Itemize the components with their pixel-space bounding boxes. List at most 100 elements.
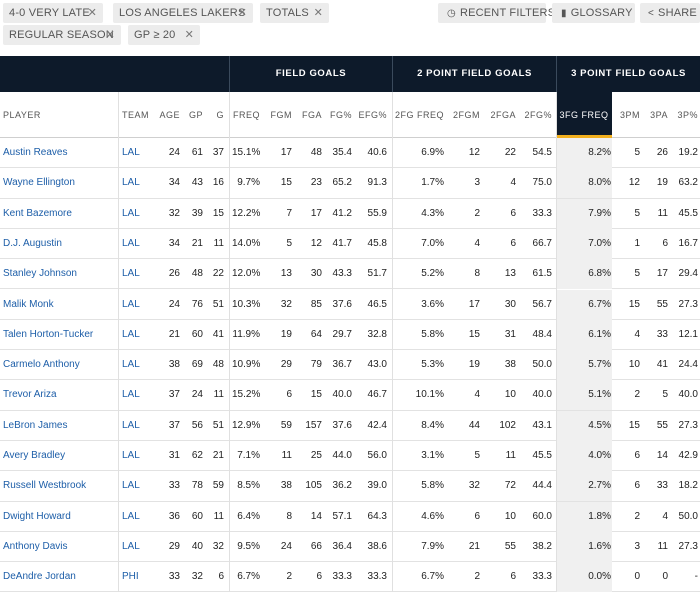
filter-chip[interactable]: 4-0 VERY LATE ✕ — [3, 3, 103, 23]
cell-3fg-freq: 4.0% — [588, 450, 611, 461]
table-row: Malik Monk LAL 24 76 51 10.3% 32 85 37.6 46.5 3.6%… — [0, 289, 700, 320]
cell-player[interactable]: DeAndre Jordan — [3, 571, 76, 583]
column-header-fgm[interactable]: FGM — [270, 110, 292, 120]
cell-2fgm: 5 — [474, 450, 480, 461]
cell-g: 15 — [212, 207, 224, 219]
cell-efg-pct: 33.3 — [367, 571, 387, 583]
cell-team[interactable]: LAL — [122, 419, 140, 431]
glossary-label: GLOSSARY — [570, 7, 633, 19]
cell-age: 37 — [168, 389, 180, 401]
cell-team[interactable]: LAL — [122, 450, 140, 461]
book-icon: ▮ — [561, 8, 567, 19]
cell-team[interactable]: LAL — [122, 207, 140, 219]
cell-player[interactable]: Talen Horton-Tucker — [3, 328, 94, 340]
cell-player[interactable]: Carmelo Anthony — [3, 359, 80, 371]
column-divider — [118, 92, 119, 592]
cell-team[interactable]: PHI — [122, 571, 139, 583]
recent-filters-button[interactable]: ◷ RECENT FILTERS — [438, 3, 555, 23]
cell-2fg-freq: 5.2% — [421, 268, 444, 280]
cell-player[interactable]: Stanley Johnson — [3, 268, 77, 280]
cell-3pm: 2 — [634, 389, 640, 401]
column-header-3pa[interactable]: 3PA — [650, 110, 668, 120]
column-header-fga[interactable]: FGA — [301, 110, 322, 120]
cell-3pa: 41 — [656, 359, 668, 371]
close-icon[interactable]: ✕ — [87, 7, 97, 19]
column-header-3fg-freq[interactable]: 3FG FREQ — [556, 92, 612, 138]
sorted-column-highlight — [556, 410, 612, 441]
cell-3fg-freq: 5.1% — [588, 389, 611, 401]
column-header-2fg-pct[interactable]: 2FG% — [524, 110, 552, 120]
cell-player[interactable]: D.J. Augustin — [3, 237, 62, 249]
cell-age: 32 — [168, 207, 180, 219]
column-header-2fg-freq[interactable]: 2FG FREQ — [394, 110, 444, 120]
column-header-3pm[interactable]: 3PM — [619, 110, 640, 120]
cell-freq: 12.2% — [232, 207, 261, 219]
cell-3p-pct: 19.2 — [678, 147, 698, 158]
column-header-2fgm[interactable]: 2FGM — [452, 110, 480, 120]
column-header-3p-pct[interactable]: 3P% — [677, 110, 698, 120]
cell-fg-pct: 41.2 — [332, 207, 352, 219]
table-row: Dwight Howard LAL 36 60 11 6.4% 8 14 57.1 64.3 4.6… — [0, 501, 700, 532]
cell-team[interactable]: LAL — [122, 328, 140, 340]
cell-team[interactable]: LAL — [122, 480, 140, 492]
cell-gp: 60 — [191, 328, 203, 340]
column-header-fg-pct[interactable]: FG% — [329, 110, 352, 120]
cell-freq: 11.9% — [232, 328, 260, 340]
column-divider — [392, 92, 393, 592]
close-icon[interactable]: ✕ — [313, 7, 323, 19]
cell-freq: 10.3% — [232, 298, 261, 310]
cell-fgm: 8 — [286, 510, 292, 522]
cell-2fg-pct: 33.3 — [532, 571, 552, 583]
cell-fgm: 59 — [280, 419, 292, 431]
cell-player[interactable]: Russell Westbrook — [3, 480, 87, 492]
cell-player[interactable]: Malik Monk — [3, 298, 54, 310]
column-header-player[interactable]: PLAYER — [3, 110, 41, 120]
filter-chip[interactable]: LOS ANGELES LAKERS ✕ — [113, 3, 253, 23]
cell-player[interactable]: Anthony Davis — [3, 540, 68, 552]
cell-3pm: 15 — [628, 298, 640, 310]
table-row: Avery Bradley LAL 31 62 21 7.1% 11 25 44.0 56.0 3.… — [0, 441, 700, 472]
table-row: Kent Bazemore LAL 32 39 15 12.2% 7 17 41.2 55.9 4.… — [0, 198, 700, 229]
cell-team[interactable]: LAL — [122, 359, 140, 371]
column-header-freq[interactable]: FREQ — [232, 110, 260, 120]
cell-fga: 6 — [316, 571, 322, 583]
cell-team[interactable]: LAL — [122, 177, 140, 189]
cell-g: 21 — [212, 450, 224, 461]
cell-3fg-freq: 8.2% — [588, 147, 611, 158]
cell-player[interactable]: Trevor Ariza — [3, 389, 57, 401]
glossary-button[interactable]: ▮ GLOSSARY — [552, 3, 635, 23]
column-header-gp[interactable]: GP — [188, 110, 203, 120]
column-header-efg-pct[interactable]: EFG% — [358, 110, 387, 120]
cell-player[interactable]: Wayne Ellington — [3, 177, 75, 189]
cell-freq: 8.5% — [237, 480, 260, 492]
cell-2fgm: 19 — [468, 359, 480, 371]
cell-team[interactable]: LAL — [122, 298, 140, 310]
close-icon[interactable]: ✕ — [105, 29, 115, 41]
cell-age: 33 — [168, 571, 180, 583]
cell-team[interactable]: LAL — [122, 268, 140, 280]
cell-player[interactable]: LeBron James — [3, 419, 68, 431]
filter-chip[interactable]: TOTALS ✕ — [260, 3, 329, 23]
close-icon[interactable]: ✕ — [184, 29, 194, 41]
cell-player[interactable]: Austin Reaves — [3, 147, 68, 158]
share-button[interactable]: < SHARE — [640, 3, 700, 23]
cell-player[interactable]: Kent Bazemore — [3, 207, 72, 219]
filter-chip[interactable]: GP ≥ 20 ✕ — [128, 25, 200, 45]
cell-fga: 17 — [310, 207, 322, 219]
cell-efg-pct: 32.8 — [367, 328, 387, 340]
cell-team[interactable]: LAL — [122, 389, 140, 401]
column-header-team[interactable]: TEAM — [122, 110, 150, 120]
cell-player[interactable]: Avery Bradley — [3, 450, 66, 461]
sorted-column-highlight — [556, 471, 612, 502]
column-header-age[interactable]: AGE — [159, 110, 180, 120]
cell-player[interactable]: Dwight Howard — [3, 510, 71, 522]
cell-team[interactable]: LAL — [122, 237, 140, 249]
cell-freq: 9.5% — [237, 540, 260, 552]
cell-team[interactable]: LAL — [122, 147, 140, 158]
filter-chip[interactable]: REGULAR SEASON ✕ — [3, 25, 121, 45]
cell-team[interactable]: LAL — [122, 510, 140, 522]
cell-team[interactable]: LAL — [122, 540, 140, 552]
close-icon[interactable]: ✕ — [237, 7, 247, 19]
column-header-g[interactable]: G — [216, 110, 224, 120]
column-header-2fga[interactable]: 2FGA — [490, 110, 516, 120]
